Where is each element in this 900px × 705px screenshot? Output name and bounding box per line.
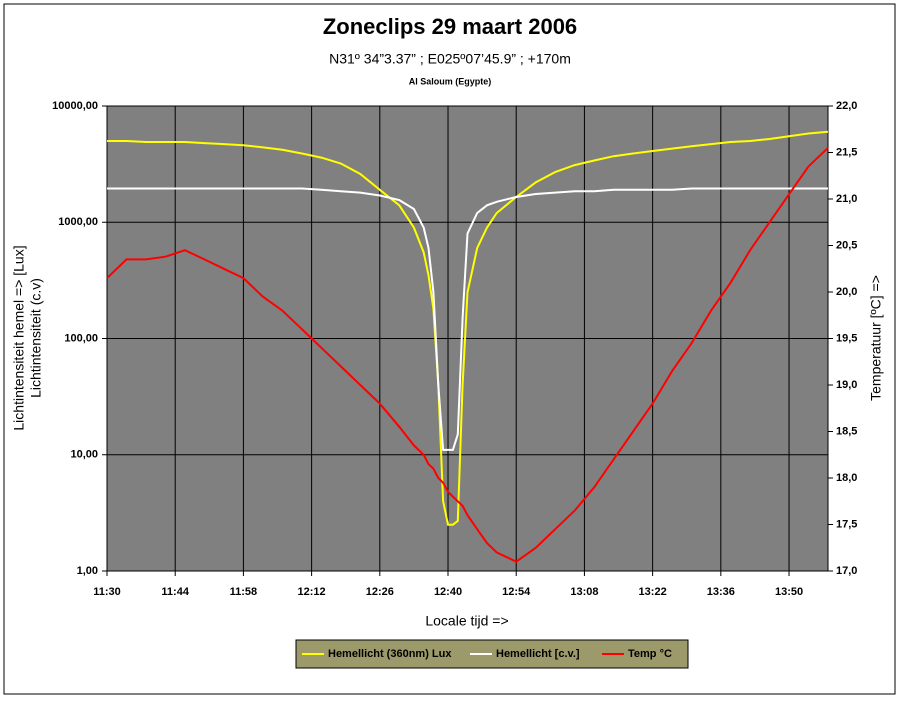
y2-tick-label: 19,5 bbox=[836, 332, 857, 344]
y2-tick-label: 21,5 bbox=[836, 146, 857, 158]
x-axis-label: Locale tijd => bbox=[425, 613, 508, 629]
legend-label: Hemellicht [c.v.] bbox=[496, 648, 580, 660]
x-tick-label: 13:08 bbox=[570, 586, 598, 598]
y2-tick-label: 22,0 bbox=[836, 100, 857, 112]
y2-tick-label: 18,5 bbox=[836, 425, 857, 437]
x-tick-label: 11:30 bbox=[93, 586, 121, 598]
y2-tick-label: 20,5 bbox=[836, 239, 857, 251]
y2-tick-label: 19,0 bbox=[836, 379, 857, 391]
x-tick-label: 12:26 bbox=[366, 586, 394, 598]
y-axis-label: Lichtintensiteit hemel => [Lux] bbox=[11, 245, 27, 430]
y-tick-label: 1000,00 bbox=[58, 216, 98, 228]
y-tick-label: 10000,00 bbox=[52, 100, 98, 112]
x-tick-label: 11:58 bbox=[230, 586, 258, 598]
x-tick-label: 13:22 bbox=[639, 586, 667, 598]
x-tick-label: 12:12 bbox=[298, 586, 326, 598]
x-tick-label: 12:40 bbox=[434, 586, 462, 598]
y2-tick-label: 20,0 bbox=[836, 286, 857, 298]
y2-tick-label: 17,5 bbox=[836, 518, 857, 530]
x-tick-label: 12:54 bbox=[502, 586, 531, 598]
x-tick-label: 13:50 bbox=[775, 586, 803, 598]
y-tick-label: 10,00 bbox=[70, 449, 98, 461]
plot-border bbox=[106, 105, 829, 572]
y2-tick-label: 17,0 bbox=[836, 565, 857, 577]
chart-title: Zoneclips 29 maart 2006 bbox=[323, 14, 577, 39]
y2-tick-label: 21,0 bbox=[836, 193, 857, 205]
y2-tick-label: 18,0 bbox=[836, 472, 857, 484]
data-line bbox=[107, 187, 828, 451]
data-line bbox=[106, 147, 829, 563]
y2-axis-label: Temperatuur [ºC] => bbox=[868, 275, 884, 401]
chart-location: Al Saloum (Egypte) bbox=[409, 76, 492, 86]
legend-label: Hemellicht (360nm) Lux bbox=[328, 648, 452, 660]
y-tick-label: 1,00 bbox=[77, 565, 98, 577]
data-line bbox=[107, 130, 829, 526]
chart-subtitle: N31º 34”3.37” ; E025º07’45.9” ; +170m bbox=[329, 51, 571, 67]
legend-label: Temp °C bbox=[628, 648, 672, 660]
y-tick-label: 100,00 bbox=[64, 332, 98, 344]
y-axis-label: Lichtintensiteit (c.v) bbox=[28, 278, 44, 398]
x-tick-label: 11:44 bbox=[161, 586, 189, 598]
x-tick-label: 13:36 bbox=[707, 586, 735, 598]
